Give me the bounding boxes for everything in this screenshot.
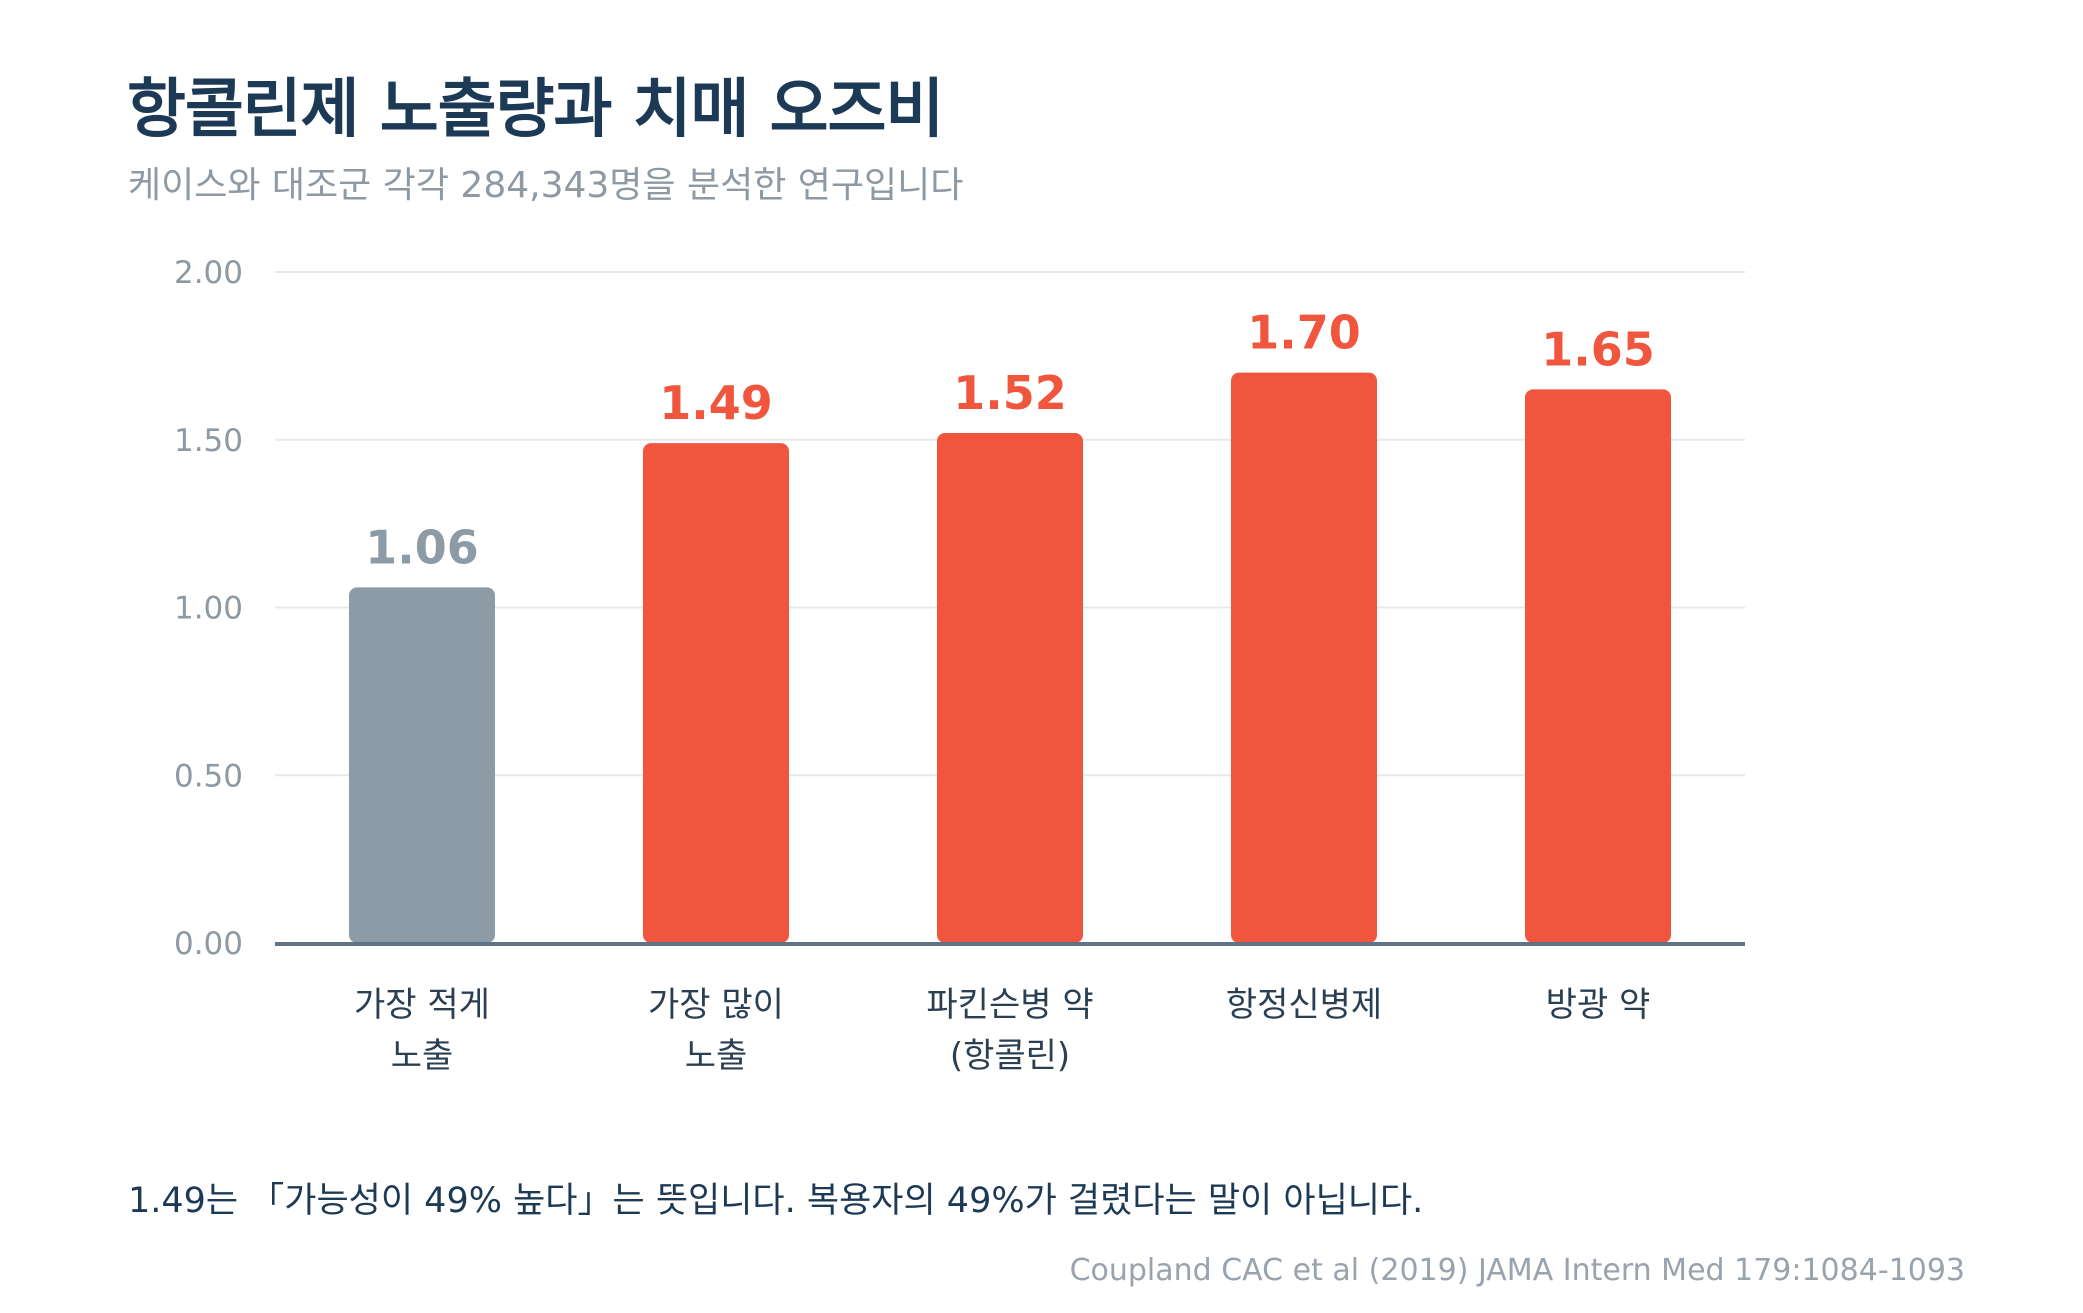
value-label: 1.06 — [365, 520, 479, 574]
category-label: 파킨슨병 약 — [926, 985, 1093, 1025]
footnote: 1.49는 「가능성이 49% 높다」는 뜻입니다. 복용자의 49%가 걸렸다… — [128, 1181, 1424, 1221]
chart-title: 항콜린제 노출량과 치매 오즈비 — [127, 73, 944, 147]
bar — [1525, 389, 1671, 943]
value-label: 1.52 — [953, 366, 1067, 420]
y-tick-label: 1.50 — [174, 423, 243, 459]
bar — [643, 443, 789, 943]
source-citation: Coupland CAC et al (2019) JAMA Intern Me… — [1069, 1253, 1965, 1288]
y-tick-label: 2.00 — [174, 255, 243, 291]
y-tick-label: 0.00 — [174, 926, 243, 962]
category-label: (항콜린) — [950, 1036, 1070, 1076]
bar — [1231, 372, 1377, 943]
y-tick-label: 0.50 — [174, 758, 243, 794]
category-label: 노출 — [391, 1036, 454, 1076]
chart-subtitle: 케이스와 대조군 각각 284,343명을 분석한 연구입니다 — [128, 165, 964, 206]
bar — [937, 433, 1083, 943]
value-label: 1.70 — [1247, 306, 1361, 360]
category-label: 항정신병제 — [1226, 985, 1382, 1025]
bar — [349, 587, 495, 943]
value-label: 1.65 — [1541, 322, 1655, 376]
category-label: 가장 적게 — [354, 985, 490, 1025]
y-tick-label: 1.00 — [174, 591, 243, 627]
category-label: 방광 약 — [1546, 985, 1651, 1025]
category-label: 노출 — [685, 1036, 748, 1076]
category-label: 가장 많이 — [648, 985, 784, 1025]
value-label: 1.49 — [659, 376, 773, 430]
